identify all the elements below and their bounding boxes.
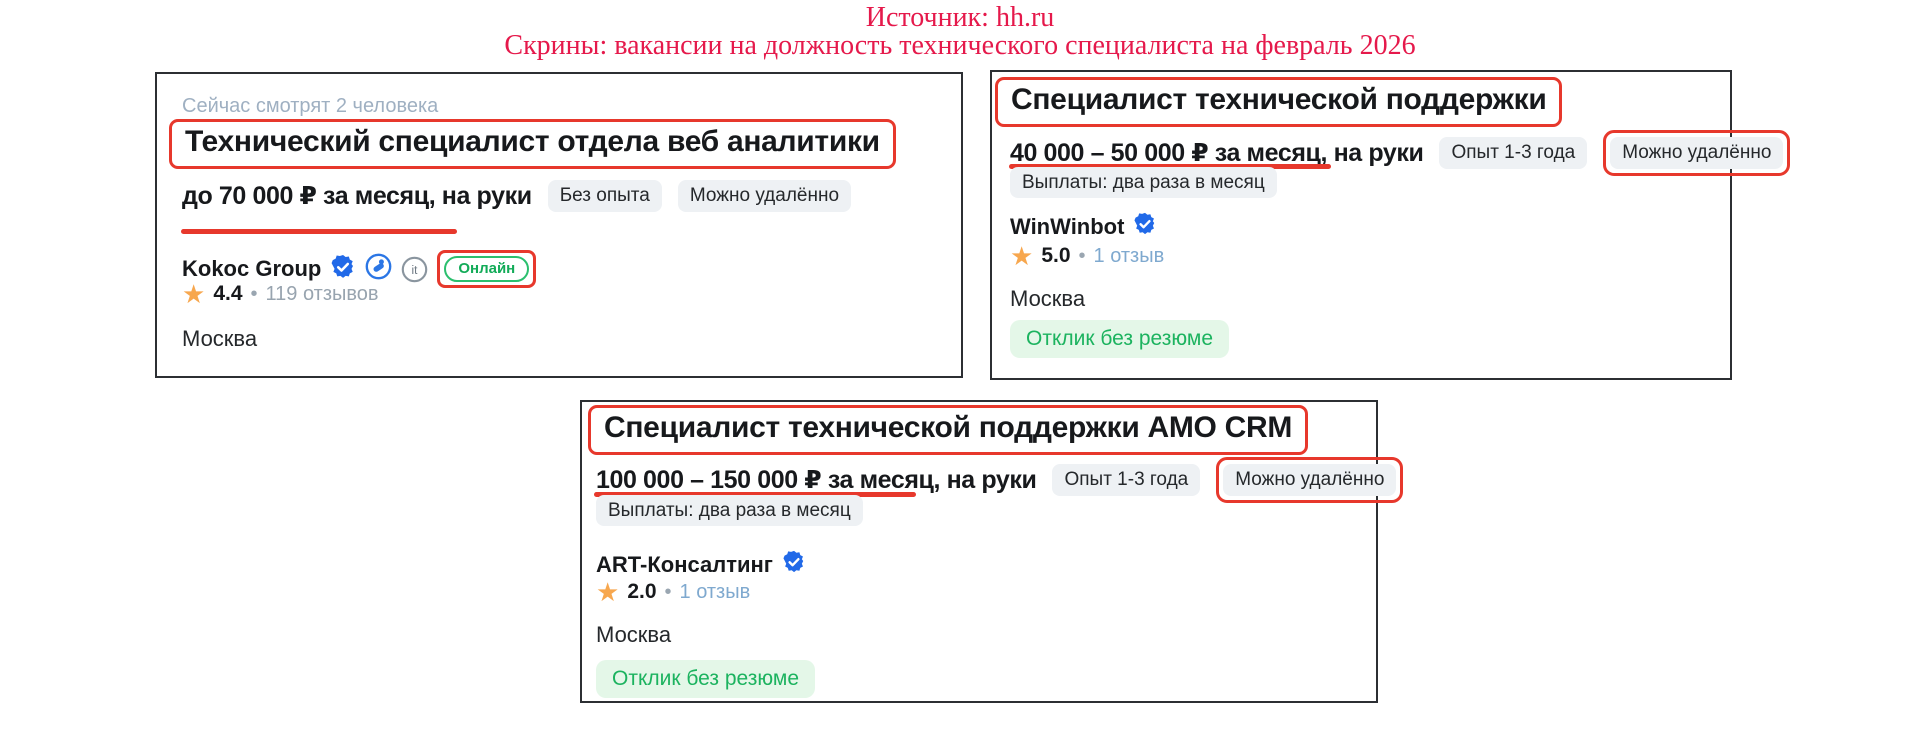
annotation-box: Специалист технической поддержки AMO CRM xyxy=(588,405,1309,455)
star-icon: ★ xyxy=(1010,241,1034,271)
reviews-count-link[interactable]: 1 отзыв xyxy=(679,580,751,603)
dot-separator: • xyxy=(1078,244,1086,267)
star-icon: ★ xyxy=(182,279,206,309)
salary-text: 40 000 – 50 000 ₽ за месяц, на руки xyxy=(1010,139,1424,167)
reviews-count-link[interactable]: 1 отзыв xyxy=(1093,244,1165,267)
city-label: Москва xyxy=(1010,286,1086,311)
verified-badge-icon xyxy=(782,550,806,579)
city-label: Москва xyxy=(596,622,672,647)
vacancy-card-tech-support: Специалист технической поддержки 40 000 … xyxy=(990,70,1791,380)
it-accreditation-icon: it xyxy=(401,256,428,283)
vacancy-card-web-analytics: Сейчас смотрят 2 человека Технический сп… xyxy=(155,72,963,378)
salary-underline-annotation xyxy=(594,492,916,497)
watching-count: Сейчас смотрят 2 человека xyxy=(182,95,439,117)
salary-text: до 70 000 ₽ за месяц, на руки xyxy=(182,182,532,210)
salary-text: 100 000 – 150 000 ₽ за месяц, на руки xyxy=(596,466,1037,494)
dot-separator: • xyxy=(664,580,672,603)
verified-badge-icon xyxy=(1133,212,1157,241)
tag-experience: Опыт 1-3 года xyxy=(1052,464,1201,496)
caption-subtitle: Скрины: вакансии на должность техническо… xyxy=(504,30,1416,61)
caption-source: Источник: hh.ru xyxy=(865,2,1055,33)
payout-tag: Выплаты: два раза в месяц xyxy=(1010,167,1277,198)
dot-separator: • xyxy=(250,282,258,305)
annotation-box: Технический специалист отдела веб аналит… xyxy=(169,119,896,169)
tag-experience: Опыт 1-3 года xyxy=(1439,137,1588,169)
rating-value: 2.0 xyxy=(627,580,657,603)
tag-remote: Можно удалённо xyxy=(677,180,852,212)
online-status-badge: Онлайн xyxy=(444,256,530,282)
apply-without-resume-button[interactable]: Отклик без резюме xyxy=(1010,320,1230,358)
apply-without-resume-button[interactable]: Отклик без резюме xyxy=(596,660,816,698)
rating-value: 4.4 xyxy=(213,282,243,305)
tag-experience: Без опыта xyxy=(547,180,662,212)
tag-remote: Можно удалённо xyxy=(1610,137,1784,169)
svg-text:it: it xyxy=(412,262,419,276)
open-employer-icon xyxy=(365,253,392,285)
city-label: Москва xyxy=(182,326,258,351)
annotation-box: Специалист технической поддержки xyxy=(995,77,1563,127)
company-name-link[interactable]: ART-Консалтинг xyxy=(596,551,773,577)
vacancy-title-link[interactable]: Специалист технической поддержки xyxy=(1011,83,1547,116)
payout-tag: Выплаты: два раза в месяц xyxy=(596,495,863,526)
annotation-box: Можно удалённо xyxy=(1216,457,1404,503)
salary-underline-annotation xyxy=(181,229,457,234)
vacancy-title-link[interactable]: Специалист технической поддержки AMO CRM xyxy=(604,411,1293,444)
tag-remote: Можно удалённо xyxy=(1223,464,1397,496)
vacancy-card-tech-support-amocrm: Специалист технической поддержки AMO CRM… xyxy=(580,400,1404,703)
star-icon: ★ xyxy=(596,577,620,607)
reviews-count-link[interactable]: 119 отзывов xyxy=(265,282,379,305)
annotation-box: Онлайн xyxy=(437,250,537,288)
vacancy-title-link[interactable]: Технический специалист отдела веб аналит… xyxy=(185,125,880,158)
company-name-link[interactable]: WinWinbot xyxy=(1010,213,1125,239)
salary-underline-annotation xyxy=(1009,164,1331,169)
rating-value: 5.0 xyxy=(1041,244,1071,267)
annotation-box: Можно удалённо xyxy=(1603,130,1791,176)
company-name-link[interactable]: Kokoc Group xyxy=(182,256,322,281)
verified-badge-icon xyxy=(330,254,356,285)
